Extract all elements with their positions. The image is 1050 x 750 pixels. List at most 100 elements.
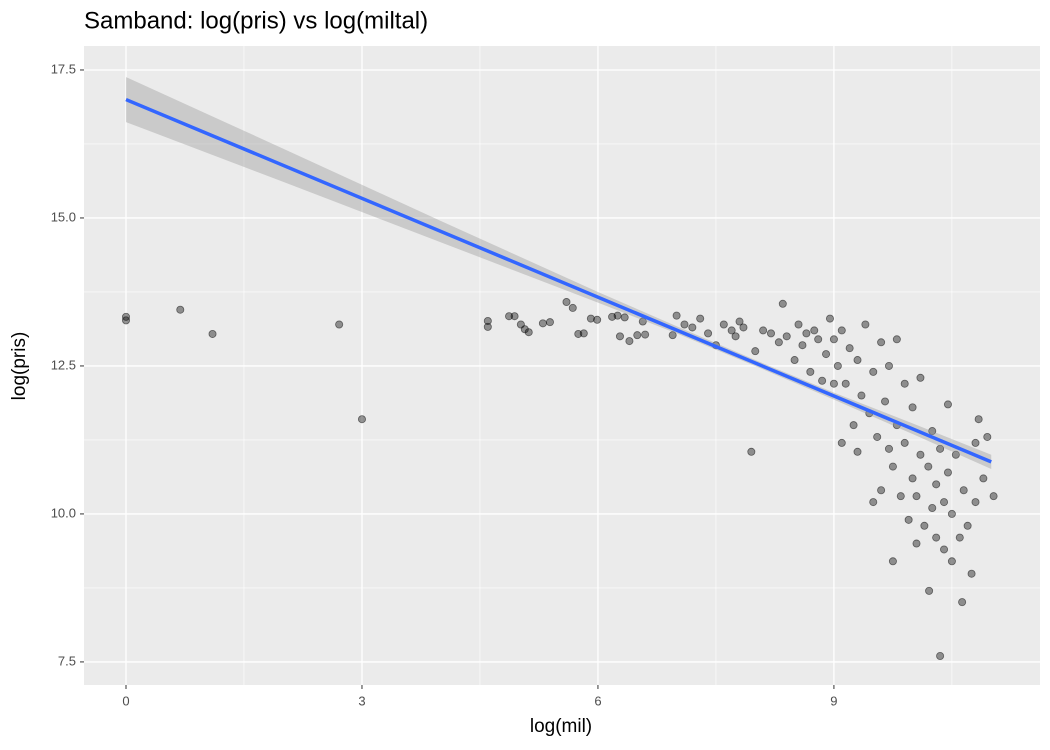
point (974, 415, 983, 424)
point (829, 335, 838, 344)
point (766, 329, 775, 338)
point (888, 557, 897, 566)
point (932, 480, 941, 489)
point (916, 373, 925, 382)
point (908, 403, 917, 412)
point (884, 444, 893, 453)
x-tick-label: 9 (830, 693, 837, 708)
point (857, 391, 866, 400)
point (877, 338, 886, 347)
point (790, 356, 799, 365)
point (892, 335, 901, 344)
chart-title: Samband: log(pris) vs log(miltal) (84, 7, 428, 34)
point (802, 329, 811, 338)
point (731, 332, 740, 341)
point (837, 326, 846, 335)
point (936, 651, 945, 660)
point (759, 326, 768, 335)
y-tick-label: 17.5 (51, 61, 76, 76)
point (943, 400, 952, 409)
point (924, 462, 933, 471)
point (971, 438, 980, 447)
point (176, 305, 185, 314)
point (806, 367, 815, 376)
point (967, 569, 976, 578)
y-tick-label: 7.5 (58, 653, 76, 668)
point (877, 486, 886, 495)
point (680, 320, 689, 329)
point (873, 432, 882, 441)
point (853, 447, 862, 456)
point (928, 504, 937, 513)
point (884, 361, 893, 370)
point (951, 450, 960, 459)
point (853, 356, 862, 365)
point (940, 545, 949, 554)
point (932, 533, 941, 542)
point (524, 328, 533, 337)
point (881, 397, 890, 406)
point (869, 367, 878, 376)
point (825, 314, 834, 323)
point (638, 317, 647, 326)
x-tick-label: 0 (122, 693, 129, 708)
point (833, 361, 842, 370)
point (696, 314, 705, 323)
point (122, 316, 131, 325)
point (735, 317, 744, 326)
point (688, 323, 697, 332)
y-tick-label: 15.0 (51, 209, 76, 224)
point (841, 379, 850, 388)
point (208, 329, 217, 338)
point (719, 320, 728, 329)
point (613, 311, 622, 320)
point (505, 312, 514, 321)
point (357, 415, 366, 424)
x-tick-label: 6 (594, 693, 601, 708)
point (947, 557, 956, 566)
point (943, 468, 952, 477)
point (989, 492, 998, 501)
point (900, 379, 909, 388)
point (747, 447, 756, 456)
point (869, 498, 878, 507)
point (955, 533, 964, 542)
point (925, 586, 934, 595)
y-tick-label: 12.5 (51, 357, 76, 372)
point (798, 341, 807, 350)
point (778, 299, 787, 308)
point (900, 438, 909, 447)
point (727, 326, 736, 335)
fit-line (125, 97, 992, 464)
point (593, 315, 602, 324)
x-axis-title: log(mil) (530, 716, 592, 737)
point (782, 332, 791, 341)
point (837, 438, 846, 447)
point (579, 329, 588, 338)
point (814, 335, 823, 344)
point (586, 314, 595, 323)
point (908, 474, 917, 483)
point (672, 311, 681, 320)
point (818, 376, 827, 385)
point (483, 316, 492, 325)
point (947, 509, 956, 518)
point (668, 331, 677, 340)
point (936, 444, 945, 453)
point (983, 432, 992, 441)
point (538, 319, 547, 328)
point (615, 332, 624, 341)
point (888, 462, 897, 471)
point (920, 521, 929, 530)
point (928, 427, 937, 436)
point (625, 337, 634, 346)
point (940, 498, 949, 507)
point (774, 338, 783, 347)
point (861, 320, 870, 329)
point (739, 323, 748, 332)
y-axis-title: log(pris) (9, 332, 30, 401)
point (545, 318, 554, 327)
point (979, 474, 988, 483)
